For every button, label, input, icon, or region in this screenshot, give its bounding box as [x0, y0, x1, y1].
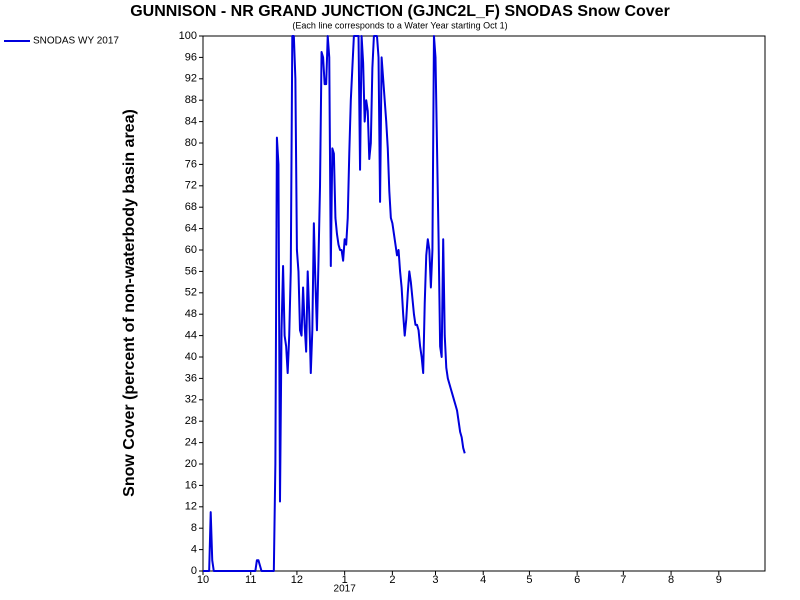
y-tick-label: 80: [185, 137, 197, 149]
y-tick-label: 52: [185, 287, 197, 299]
x-tick-label: 8: [668, 574, 674, 586]
x-tick-label: 5: [526, 574, 532, 586]
y-tick-label: 28: [185, 415, 197, 427]
y-tick-label: 36: [185, 372, 197, 384]
data-line: [203, 35, 466, 572]
x-tick-label: 1: [342, 574, 348, 586]
y-tick-label: 32: [185, 394, 197, 406]
y-tick-label: 12: [185, 501, 197, 513]
x-tick-label: 11: [245, 574, 256, 586]
y-tick-label: 44: [185, 330, 197, 342]
y-tick-label: 60: [185, 244, 197, 256]
y-tick-label: 24: [185, 437, 197, 449]
chart-title: GUNNISON - NR GRAND JUNCTION (GJNC2L_F) …: [130, 3, 670, 20]
y-tick-label: 40: [185, 351, 197, 363]
y-tick-label: 68: [185, 201, 197, 213]
y-tick-label: 64: [185, 223, 197, 235]
x-sublabel: 2017: [334, 584, 357, 595]
chart-subtitle: (Each line corresponds to a Water Year s…: [292, 20, 507, 30]
y-tick-label: 16: [185, 479, 197, 491]
x-tick-label: 4: [480, 574, 486, 586]
x-tick-label: 6: [574, 574, 580, 586]
y-tick-label: 0: [191, 565, 197, 577]
y-tick-label: 92: [185, 73, 197, 85]
y-tick-label: 4: [191, 544, 197, 556]
y-tick-label: 100: [179, 30, 197, 42]
x-tick-label: 2: [389, 574, 395, 586]
y-tick-label: 76: [185, 158, 197, 170]
y-tick-label: 20: [185, 458, 197, 470]
x-tick-label: 12: [291, 574, 303, 586]
y-tick-label: 96: [185, 51, 197, 63]
y-axis-label: Snow Cover (percent of non-waterbody bas…: [121, 109, 138, 497]
y-tick-label: 56: [185, 265, 197, 277]
y-tick-label: 8: [191, 522, 197, 534]
legend-label: SNODAS WY 2017: [33, 36, 119, 47]
plot-frame: [202, 35, 766, 572]
y-tick-label: 48: [185, 308, 197, 320]
x-tick-label: 9: [716, 574, 722, 586]
x-tick-label: 10: [197, 574, 209, 586]
y-tick-label: 84: [185, 116, 197, 128]
x-tick-label: 3: [432, 574, 438, 586]
y-tick-label: 88: [185, 94, 197, 106]
x-tick-label: 7: [620, 574, 626, 586]
y-tick-label: 72: [185, 180, 197, 192]
